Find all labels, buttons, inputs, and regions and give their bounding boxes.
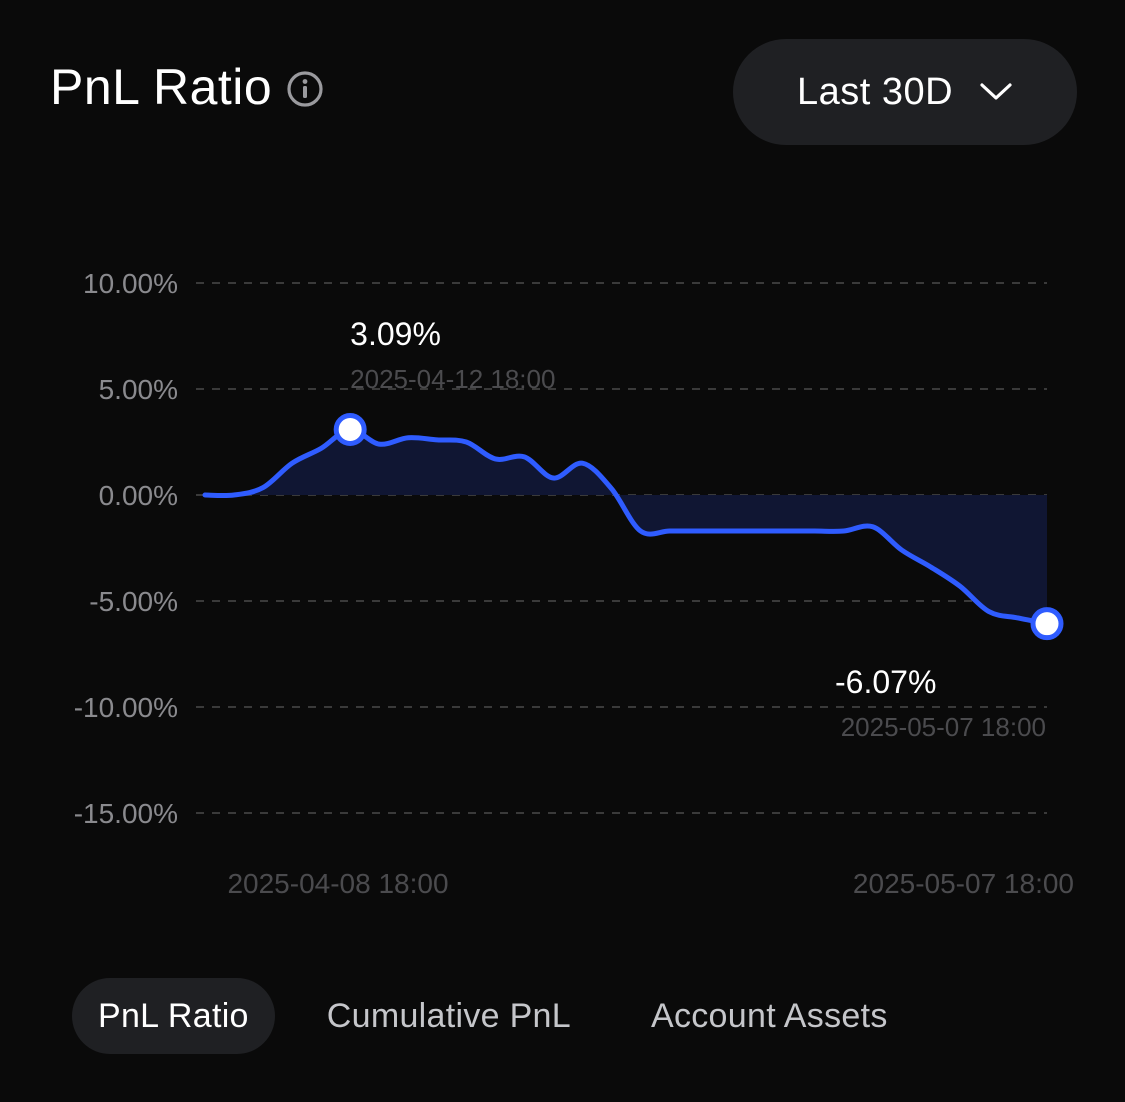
page-title: PnL Ratio: [50, 59, 273, 115]
chart-tabs: PnL Ratio Cumulative PnL Account Assets: [72, 978, 914, 1054]
info-circle-icon[interactable]: [286, 70, 324, 108]
tab-label: Account Assets: [650, 996, 888, 1035]
marker-layer: [333, 412, 1064, 641]
max-value-label: 3.09%: [350, 316, 441, 352]
y-axis: 10.00% 5.00% 0.00% -5.00% -10.00% -15.00%: [74, 268, 178, 829]
tab-pnl-ratio[interactable]: PnL Ratio: [72, 978, 275, 1054]
last-date-label: 2025-05-07 18:00: [841, 712, 1046, 742]
y-tick-label: 5.00%: [99, 374, 178, 405]
time-range-dropdown[interactable]: Last 30D: [733, 39, 1077, 145]
x-tick-label: 2025-05-07 18:00: [853, 868, 1074, 899]
tab-account-assets[interactable]: Account Assets: [625, 978, 914, 1054]
annotation-layer: 3.09% 2025-04-12 18:00 -6.07% 2025-05-07 18…: [350, 316, 1046, 742]
series-area: [205, 429, 1047, 624]
last-value-label: -6.07%: [835, 664, 936, 700]
y-tick-label: -10.00%: [74, 692, 178, 723]
y-tick-label: 0.00%: [99, 480, 178, 511]
tab-cumulative-pnl[interactable]: Cumulative PnL: [301, 978, 597, 1054]
x-tick-label: 2025-04-08 18:00: [227, 868, 448, 899]
pnl-ratio-chart: 10.00% 5.00% 0.00% -5.00% -10.00% -15.00% 202…: [74, 268, 1074, 899]
tab-label: PnL Ratio: [98, 996, 249, 1035]
chevron-down-icon: [979, 82, 1013, 102]
max-point-marker: [333, 412, 367, 446]
area-layer: [205, 429, 1047, 624]
time-range-label: Last 30D: [796, 70, 954, 113]
y-tick-label: -15.00%: [74, 798, 178, 829]
max-date-label: 2025-04-12 18:00: [350, 364, 555, 394]
chart-header: PnL Ratio: [50, 62, 324, 112]
y-tick-label: -5.00%: [89, 586, 178, 617]
x-axis: 2025-04-08 18:00 2025-05-07 18:00: [227, 868, 1074, 899]
tab-label: Cumulative PnL: [326, 996, 571, 1035]
last-point-marker: [1030, 607, 1064, 641]
y-tick-label: 10.00%: [83, 268, 178, 299]
